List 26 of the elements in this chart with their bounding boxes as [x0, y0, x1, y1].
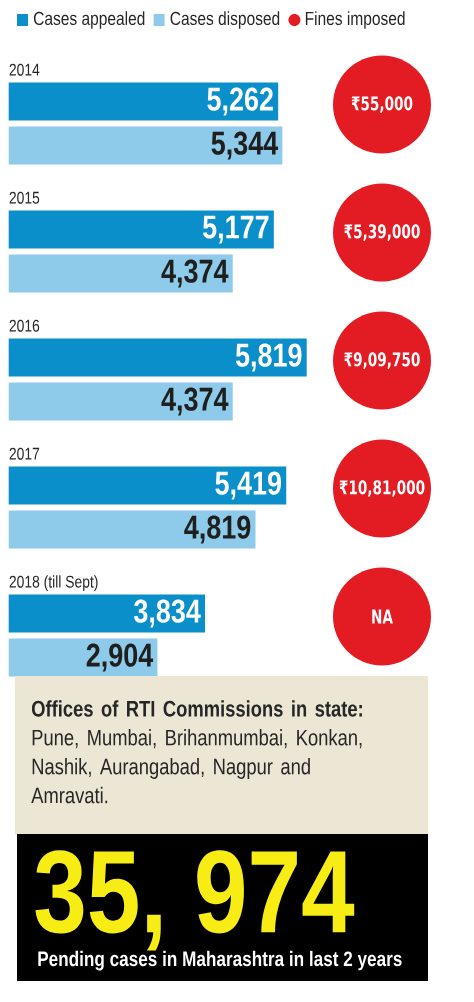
data-label: ₹9,09,750 — [344, 352, 420, 369]
text: 35, 974 — [35, 850, 355, 951]
data-label: ₹10,81,000 — [339, 480, 425, 497]
data-label: 5,819 — [235, 343, 302, 372]
legend-label: Cases appealed — [33, 11, 145, 29]
data-label: 5,419 — [215, 471, 282, 500]
y-tick-label: 2016 — [9, 319, 40, 332]
legend-label: Cases disposed — [170, 11, 280, 29]
y-tick-label: 2018 (till Sept) — [9, 575, 98, 592]
y-tick-label: 2014 — [9, 63, 40, 76]
data-label: NA — [372, 609, 393, 624]
data-label: 4,374 — [161, 259, 229, 288]
data-label: 2,904 — [86, 643, 154, 672]
data-label: ₹55,000 — [351, 96, 413, 113]
data-label: 4,819 — [184, 515, 251, 544]
data-label: 4,374 — [161, 387, 229, 416]
data-label: ₹5,39,000 — [344, 224, 420, 241]
y-tick-label: 2015 — [9, 191, 40, 204]
annotation: Offices of RTI Commissions in state: Pune, Mumbai, Brihanmumbai, Konkan, Nashik, Aurangabad, Nagpur and Amravati. — [31, 700, 362, 804]
legend-label: Fines imposed — [305, 11, 405, 29]
text: Pending cases in Maharashtra in last 2 years — [38, 950, 402, 971]
data-label: 5,177 — [202, 215, 269, 244]
y-tick-label: 2017 — [9, 447, 40, 460]
data-label: 3,834 — [134, 599, 201, 628]
data-label: 5,262 — [207, 87, 273, 116]
data-label: 5,344 — [211, 131, 279, 160]
